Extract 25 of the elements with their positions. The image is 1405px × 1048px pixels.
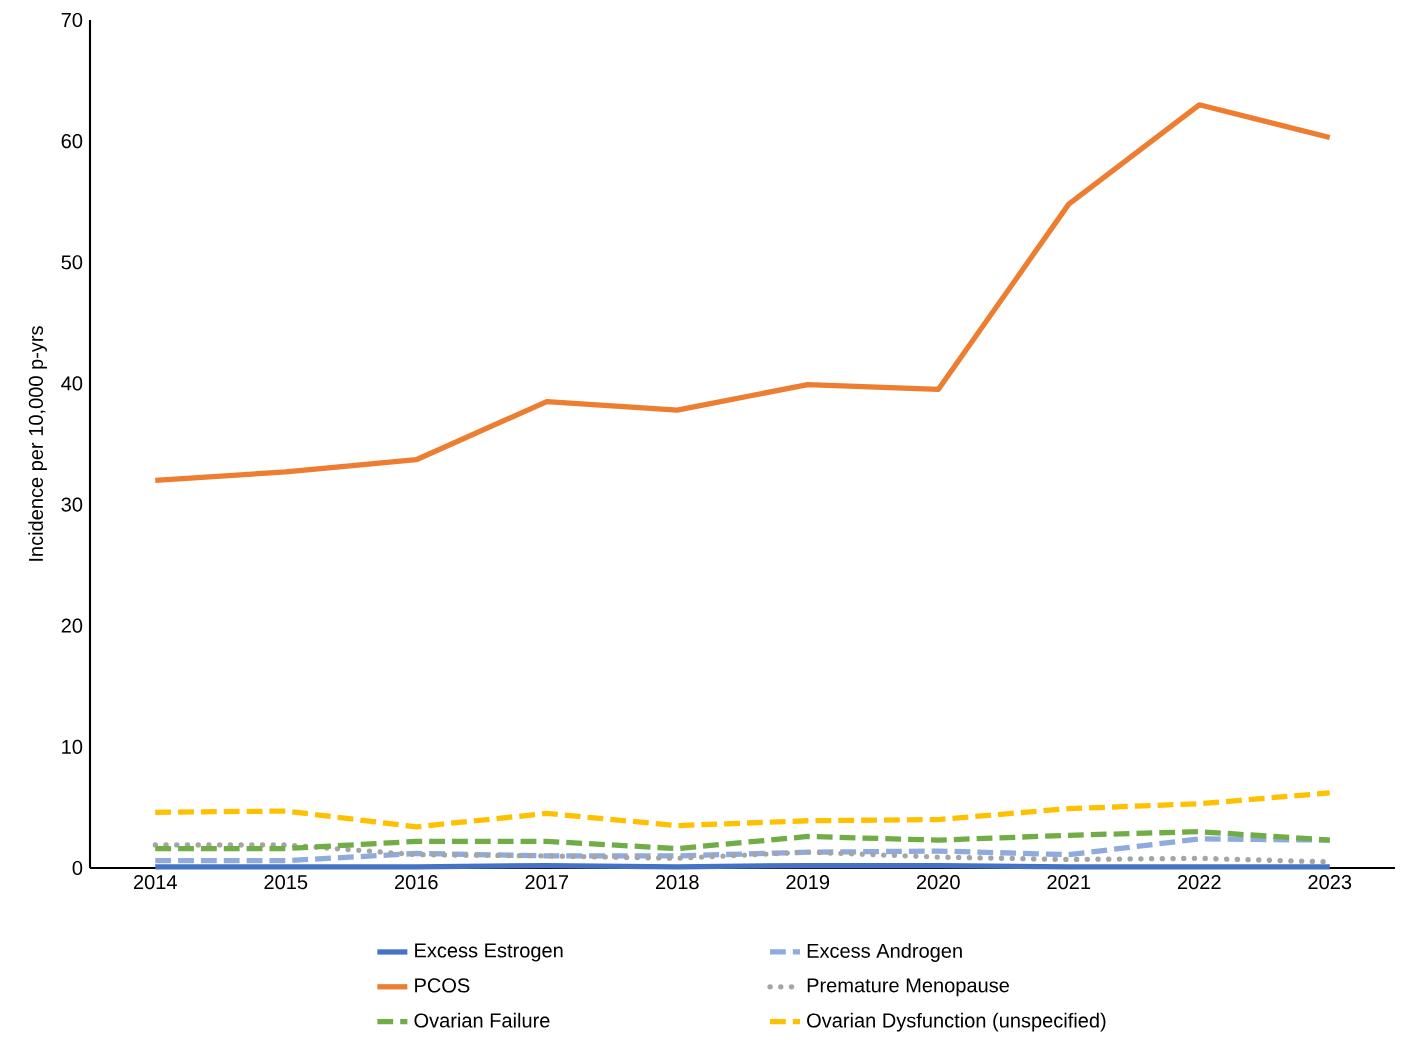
legend-label: Premature Menopause xyxy=(807,978,1009,997)
x-tick-label: 2020 xyxy=(916,875,960,890)
x-tick-label: 2022 xyxy=(1177,875,1221,890)
y-tick-label: 20 xyxy=(61,618,83,633)
legend-label: Excess Androgen xyxy=(807,943,962,962)
x-tick-label: 2017 xyxy=(525,875,569,890)
y-tick-label: 70 xyxy=(61,12,83,28)
x-tick-label: 2016 xyxy=(394,875,438,890)
legend-label: Ovarian Dysfunction (unspecified) xyxy=(807,1012,1106,1032)
x-tick-label: 2018 xyxy=(655,875,699,890)
x-tick-label: 2015 xyxy=(264,875,308,890)
y-tick-label: 10 xyxy=(62,739,83,754)
legend-label: Ovarian Failure xyxy=(414,1012,550,1028)
y-tick-label: 0 xyxy=(72,860,83,876)
x-tick-label: 2014 xyxy=(133,875,177,890)
x-tick-label: 2021 xyxy=(1047,875,1091,890)
y-tick-label: 30 xyxy=(61,497,83,512)
legend-label: Excess Estrogen xyxy=(415,943,563,962)
legend-label: PCOS xyxy=(415,978,470,993)
y-axis-title: Incidence per 10,000 p-yrs xyxy=(28,326,47,561)
y-tick-label: 40 xyxy=(61,376,83,391)
y-tick-label: 50 xyxy=(61,255,83,270)
x-tick-label: 2023 xyxy=(1308,875,1352,890)
y-tick-label: 60 xyxy=(61,134,83,149)
x-tick-label: 2019 xyxy=(786,875,830,890)
